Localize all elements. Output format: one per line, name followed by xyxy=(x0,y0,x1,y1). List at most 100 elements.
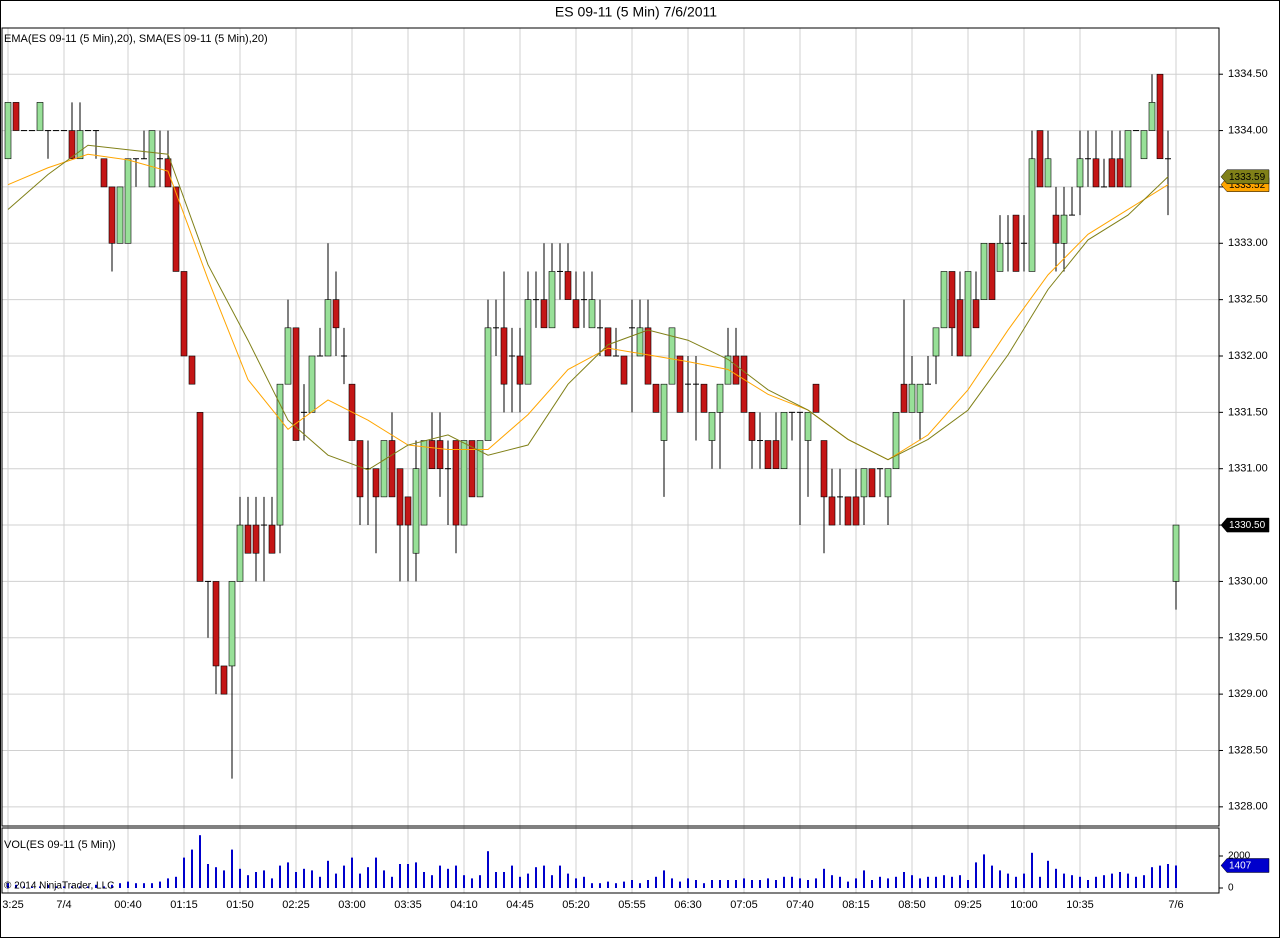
candle-body xyxy=(1133,130,1139,132)
candle-body xyxy=(1076,158,1084,188)
volume-bar xyxy=(743,878,745,888)
candle-body xyxy=(716,383,724,413)
candle-body xyxy=(828,496,836,526)
candle-body xyxy=(629,327,635,329)
candle-body xyxy=(597,327,603,329)
candle-body xyxy=(445,468,451,470)
volume-bar xyxy=(1159,865,1161,888)
candle-body xyxy=(1021,242,1027,244)
volume-bar xyxy=(695,880,697,888)
volume-bar xyxy=(119,883,121,888)
candle-body xyxy=(460,440,468,526)
indicator-last-value-label: 1333.59 xyxy=(1229,172,1266,183)
volume-bar xyxy=(487,851,489,888)
candle-body xyxy=(468,440,476,498)
volume-bar xyxy=(223,870,225,888)
volume-bar xyxy=(439,865,441,888)
volume-bar xyxy=(911,875,913,888)
volume-bar xyxy=(1015,876,1017,888)
volume-bar xyxy=(783,876,785,888)
volume-bar xyxy=(799,878,801,888)
candle-body xyxy=(908,383,916,413)
candle-body xyxy=(892,412,900,470)
volume-bar xyxy=(1031,852,1033,888)
y-tick-label: 1333.00 xyxy=(1228,237,1268,249)
candle-body xyxy=(581,299,587,301)
volume-bar xyxy=(495,872,497,888)
candle-body xyxy=(85,130,91,132)
volume-bar xyxy=(1007,873,1009,888)
volume-bar xyxy=(1055,868,1057,888)
candle-body xyxy=(196,412,204,582)
volume-bar xyxy=(815,878,817,888)
y-tick-label: 1332.50 xyxy=(1228,294,1268,306)
candle-body xyxy=(916,383,924,413)
candle-body xyxy=(1108,158,1116,188)
volume-bar xyxy=(735,880,737,888)
copyright: © 2014 NinjaTrader, LLC xyxy=(4,881,114,892)
y-tick-label: 1334.50 xyxy=(1228,68,1268,80)
candle-body xyxy=(900,383,908,413)
volume-bar xyxy=(1087,880,1089,888)
x-tick-label: 07:05 xyxy=(730,899,758,911)
candle-body xyxy=(500,327,508,385)
volume-bar xyxy=(311,870,313,888)
volume-bar xyxy=(279,865,281,888)
x-tick-label: 05:20 xyxy=(562,899,590,911)
volume-bar xyxy=(1167,864,1169,888)
volume-bar xyxy=(1119,872,1121,888)
candle-body xyxy=(797,411,803,413)
volume-bar xyxy=(1103,875,1105,888)
volume-bar xyxy=(303,868,305,888)
candle-body xyxy=(380,440,388,498)
volume-bar xyxy=(535,867,537,888)
candle-body xyxy=(588,299,596,329)
candle-body xyxy=(644,327,652,385)
volume-bar xyxy=(623,881,625,888)
candle-body xyxy=(1044,158,1052,188)
volume-bar xyxy=(831,875,833,888)
volume-tick-label: 0 xyxy=(1228,883,1234,894)
candle-body xyxy=(1101,186,1107,188)
volume-bar xyxy=(239,868,241,888)
candle-body xyxy=(1005,242,1011,244)
volume-bar xyxy=(903,872,905,888)
candle-body xyxy=(301,411,307,413)
x-tick-label: 02:25 xyxy=(282,899,310,911)
volume-bar xyxy=(255,872,257,888)
y-tick-label: 1329.50 xyxy=(1228,632,1268,644)
candle-body xyxy=(365,468,371,470)
volume-bar xyxy=(183,857,185,888)
candle-body xyxy=(172,186,180,272)
volume-bar xyxy=(247,875,249,888)
candle-body xyxy=(620,355,628,385)
candle-body xyxy=(332,299,340,329)
candle-body xyxy=(141,158,147,160)
candle-body xyxy=(29,130,35,132)
volume-bar xyxy=(79,886,81,888)
candle-body xyxy=(1092,158,1100,188)
candle-body xyxy=(700,383,708,413)
candle-body xyxy=(948,271,956,329)
candle-body xyxy=(12,102,20,131)
candle-body xyxy=(45,130,51,132)
volume-bar xyxy=(791,876,793,888)
candle-body xyxy=(884,468,892,498)
volume-bar xyxy=(167,878,169,888)
candle-body xyxy=(244,524,252,554)
volume-bar xyxy=(959,875,961,888)
last-volume-label: 1407 xyxy=(1229,861,1252,872)
volume-bar xyxy=(23,886,25,888)
volume-bar xyxy=(471,878,473,888)
volume-bar xyxy=(199,835,201,888)
candle-body xyxy=(420,440,428,526)
volume-bar xyxy=(631,880,633,888)
candle-body xyxy=(860,468,868,498)
candle-body xyxy=(76,130,84,160)
volume-bar xyxy=(335,873,337,888)
volume-bar xyxy=(751,880,753,888)
candle-body xyxy=(252,524,260,554)
volume-bar xyxy=(1143,875,1145,888)
candle-body xyxy=(1148,102,1156,131)
volume-bar xyxy=(887,878,889,888)
